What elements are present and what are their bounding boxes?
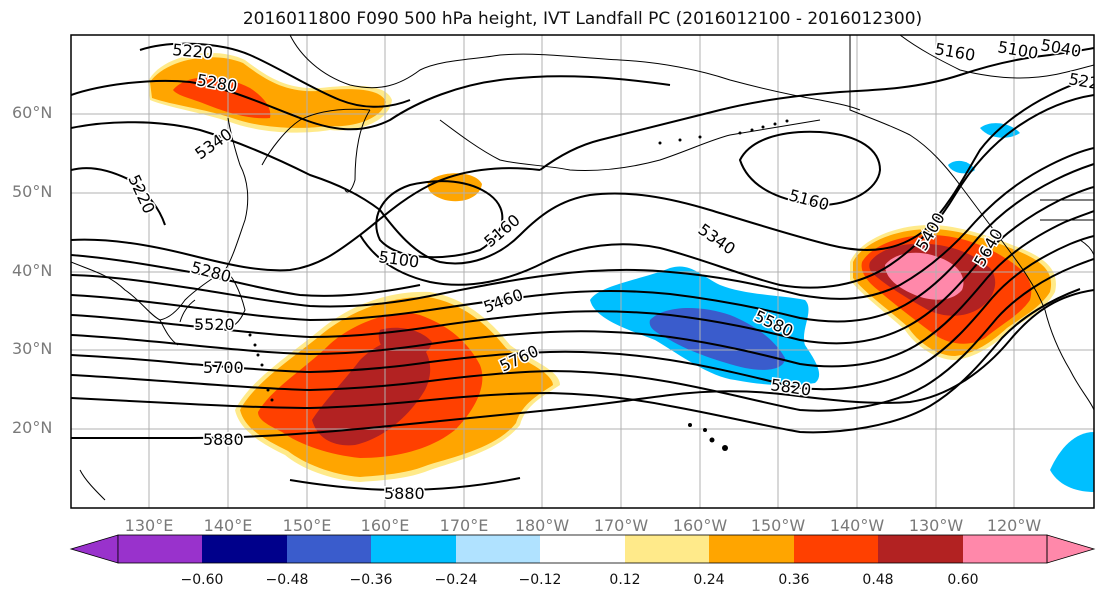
map-title: 2016011800 F090 500 hPa height, IVT Land…: [242, 9, 923, 29]
colorbar-segment: [202, 535, 287, 563]
ivt-positive-north-pacific-west: [148, 53, 482, 202]
colorbar-segment: [794, 535, 878, 563]
colorbar-segment: [371, 535, 456, 563]
colorbar-arrow-left: [69, 534, 119, 564]
contour-label: 5880: [384, 484, 425, 503]
colorbar-segment: [878, 535, 963, 563]
colorbar-tick-label: −0.24: [434, 572, 478, 588]
colorbar-tick-label: 0.60: [947, 572, 979, 588]
colorbar-segment: [963, 535, 1047, 563]
colorbar-tick-label: −0.60: [180, 572, 224, 588]
colorbar-segment: [118, 535, 202, 563]
lon-label: 130°W: [908, 516, 964, 535]
colorbar-tick-label: −0.12: [518, 572, 562, 588]
lon-label: 170°W: [593, 516, 649, 535]
contour-label: 5220: [172, 40, 214, 62]
colorbar-tick-label: 0.36: [778, 572, 810, 588]
lon-label: 150°E: [282, 516, 332, 535]
colorbar-segment: [625, 535, 709, 563]
lon-label: 160°E: [360, 516, 410, 535]
ivt-positive-northeast-pacific: [850, 225, 1056, 360]
map-frame: [70, 34, 1095, 509]
lat-label: 50°N: [12, 182, 53, 201]
lon-label: 140°E: [203, 516, 253, 535]
colorbar-tick-label: −0.48: [265, 572, 309, 588]
lon-label: 140°W: [829, 516, 885, 535]
coastlines: [71, 35, 1094, 501]
lon-label: 180°W: [514, 516, 570, 535]
contour-label: 5520: [194, 315, 235, 334]
colorbar: [69, 534, 1096, 564]
colorbar-segment: [540, 535, 625, 563]
lon-label: 160°W: [672, 516, 728, 535]
colorbar-segment: [287, 535, 371, 563]
islands: [248, 119, 789, 451]
colorbar-tick-label: 0.48: [862, 572, 894, 588]
height-contours: [71, 42, 1094, 492]
lon-label: 120°W: [986, 516, 1042, 535]
contour-label: 5880: [203, 430, 244, 449]
lon-label: 130°E: [124, 516, 174, 535]
lon-label: 170°E: [439, 516, 489, 535]
colorbar-segment: [456, 535, 540, 563]
colorbar-tick-label: 0.24: [693, 572, 725, 588]
lon-label: 150°W: [750, 516, 806, 535]
colorbar-arrow-right: [1046, 534, 1096, 564]
colorbar-segment: [709, 535, 794, 563]
colorbar-tick-label: 0.12: [609, 572, 641, 588]
contour-label: 5700: [203, 358, 244, 377]
lat-label: 40°N: [12, 261, 53, 280]
lat-label: 30°N: [12, 339, 53, 358]
colorbar-tick-label: −0.36: [349, 572, 393, 588]
lat-label: 60°N: [12, 103, 53, 122]
lat-label: 20°N: [12, 418, 53, 437]
